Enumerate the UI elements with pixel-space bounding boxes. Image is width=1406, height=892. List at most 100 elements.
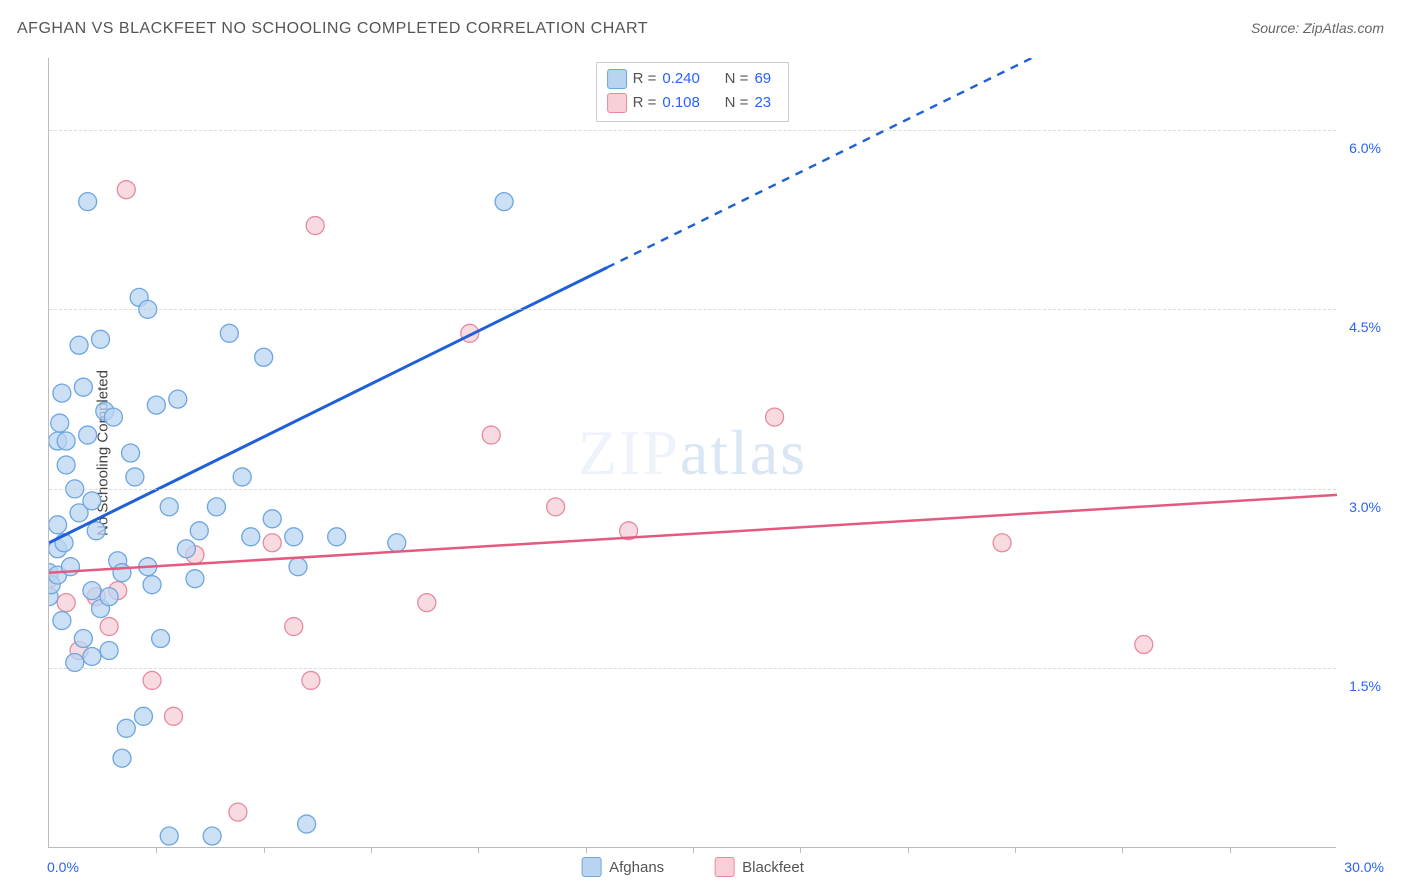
blackfeet-point [418, 594, 436, 612]
afghans-point [74, 630, 92, 648]
r-label: R = [633, 67, 657, 91]
source-attribution: Source: ZipAtlas.com [1251, 20, 1384, 36]
afghans-point [233, 468, 251, 486]
r-value-blackfeet: 0.108 [662, 91, 710, 115]
legend-label-afghans: Afghans [609, 859, 664, 876]
afghans-point [160, 498, 178, 516]
swatch-blackfeet [607, 93, 627, 113]
afghans-point [104, 408, 122, 426]
stats-row-afghans: R = 0.240 N = 69 [607, 67, 779, 91]
afghans-point [388, 534, 406, 552]
x-tick [1015, 847, 1016, 853]
afghans-point [190, 522, 208, 540]
x-tick [478, 847, 479, 853]
blackfeet-point [143, 671, 161, 689]
afghans-point [57, 432, 75, 450]
blackfeet-point [263, 534, 281, 552]
afghans-point [51, 414, 69, 432]
blackfeet-point [109, 582, 127, 600]
afghans-point [130, 288, 148, 306]
afghans-point [117, 719, 135, 737]
x-tick [371, 847, 372, 853]
afghans-point [53, 612, 71, 630]
blackfeet-point [1135, 636, 1153, 654]
blackfeet-point [57, 594, 75, 612]
r-value-afghans: 0.240 [662, 67, 710, 91]
afghans-point [109, 552, 127, 570]
afghans-point [92, 330, 110, 348]
x-tick [586, 847, 587, 853]
afghans-point [134, 707, 152, 725]
afghans-point [87, 522, 105, 540]
afghans-point [49, 540, 67, 558]
afghans-point [79, 426, 97, 444]
afghans-point [61, 558, 79, 576]
watermark: ZIPatlas [578, 416, 807, 490]
y-tick-label: 4.5% [1349, 319, 1381, 335]
blackfeet-point [482, 426, 500, 444]
afghans-point [100, 588, 118, 606]
legend-label-blackfeet: Blackfeet [742, 859, 804, 876]
grid-line [49, 489, 1336, 490]
afghans-point [160, 827, 178, 845]
n-value-afghans: 69 [754, 67, 778, 91]
afghans-point [203, 827, 221, 845]
afghans-point [49, 588, 58, 606]
afghans-point [289, 558, 307, 576]
y-tick-label: 6.0% [1349, 140, 1381, 156]
blackfeet-point [302, 671, 320, 689]
bottom-legend: Afghans Blackfeet [581, 857, 804, 877]
blackfeet-point [100, 618, 118, 636]
blackfeet-point [461, 324, 479, 342]
afghans-point [83, 647, 101, 665]
afghans-point [79, 193, 97, 211]
blackfeet-point [306, 217, 324, 235]
afghans-point [328, 528, 346, 546]
grid-line [49, 130, 1336, 131]
chart-title: AFGHAN VS BLACKFEET NO SCHOOLING COMPLET… [17, 20, 648, 38]
afghans-point [49, 566, 67, 584]
afghans-point [113, 749, 131, 767]
afghans-point [177, 540, 195, 558]
blackfeet-point [87, 588, 105, 606]
x-axis-min-label: 0.0% [47, 859, 79, 875]
afghans-point [92, 600, 110, 618]
afghans-point [242, 528, 260, 546]
blackfeet-point [547, 498, 565, 516]
blackfeet-point [186, 546, 204, 564]
n-value-blackfeet: 23 [754, 91, 778, 115]
x-tick [1122, 847, 1123, 853]
afghans-point [100, 642, 118, 660]
blackfeet-point [229, 803, 247, 821]
chart-svg [49, 58, 1337, 848]
afghans-point [113, 564, 131, 582]
afghans-point [49, 516, 67, 534]
afghans-point [143, 576, 161, 594]
legend-item-blackfeet: Blackfeet [714, 857, 804, 877]
afghans-point [207, 498, 225, 516]
afghans-point [53, 384, 71, 402]
afghans-point [495, 193, 513, 211]
afghans-point [139, 558, 157, 576]
x-tick [1230, 847, 1231, 853]
r-label: R = [633, 91, 657, 115]
afghans-point [70, 336, 88, 354]
afghans-point [255, 348, 273, 366]
afghans-point [96, 402, 114, 420]
x-tick [264, 847, 265, 853]
afghans-point [57, 456, 75, 474]
afghans-point [49, 564, 58, 582]
swatch-afghans [607, 69, 627, 89]
blackfeet-point [620, 522, 638, 540]
afghans-point [122, 444, 140, 462]
afghans-point [263, 510, 281, 528]
swatch-blackfeet-icon [714, 857, 734, 877]
x-tick [156, 847, 157, 853]
afghans-point [70, 504, 88, 522]
blackfeet-trendline [49, 495, 1337, 573]
blackfeet-point [993, 534, 1011, 552]
afghans-point [220, 324, 238, 342]
blackfeet-point [49, 570, 58, 588]
blackfeet-point [766, 408, 784, 426]
x-tick [908, 847, 909, 853]
